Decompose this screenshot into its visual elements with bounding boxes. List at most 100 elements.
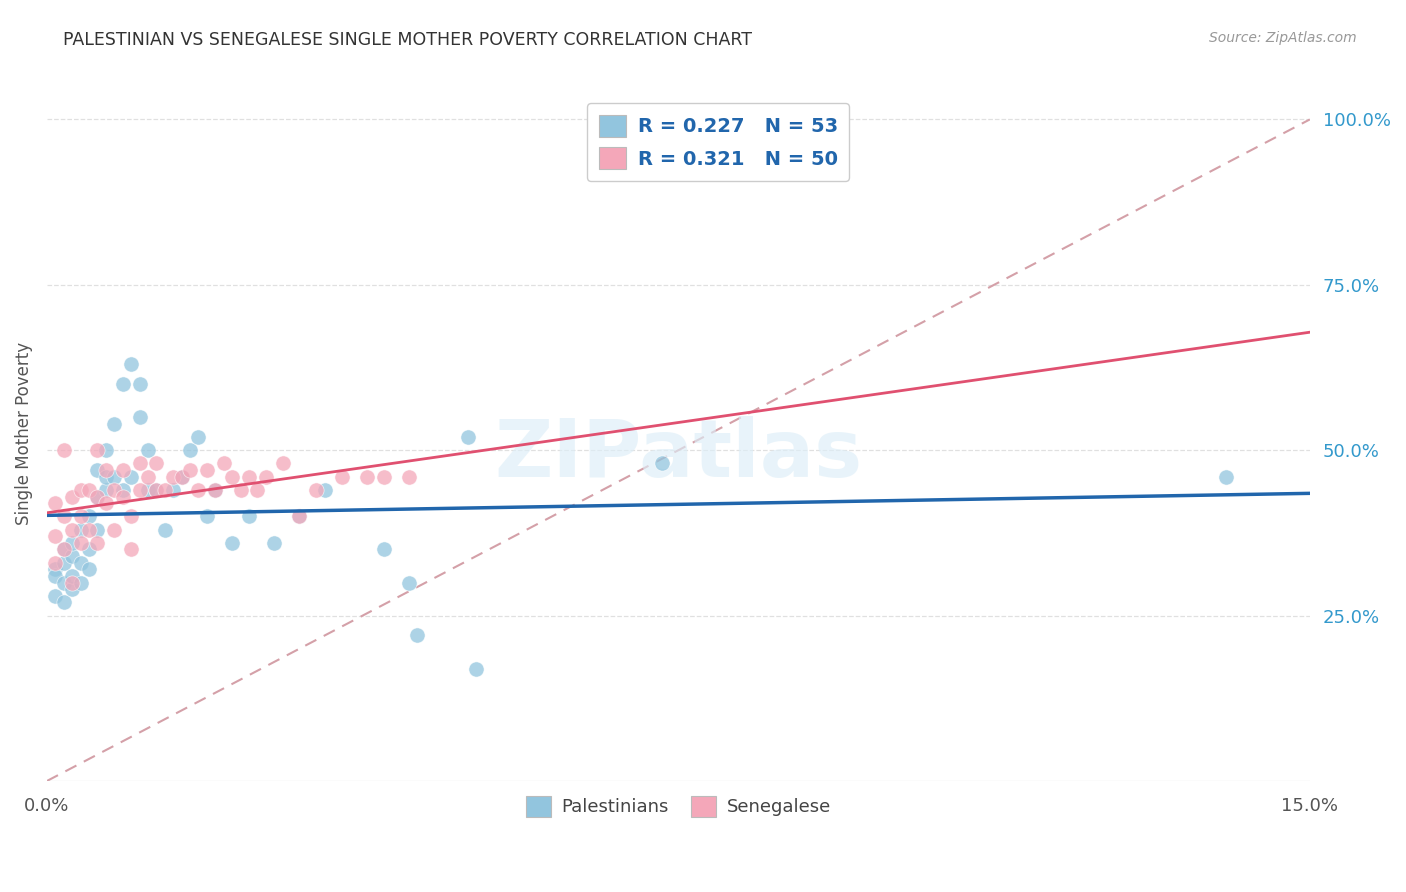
Point [111,483,134,497]
Point [60,582,83,596]
Point [136,443,159,458]
Point [406,628,429,642]
Point [153,483,176,497]
Point [86,490,108,504]
Point [170,469,193,483]
Point [288,509,311,524]
Point [1215,469,1237,483]
Point [398,575,420,590]
Point [44,562,66,576]
Point [69,509,91,524]
Point [77,523,100,537]
Point [86,523,108,537]
Point [69,483,91,497]
Point [136,469,159,483]
Point [162,483,184,497]
Legend: Palestinians, Senegalese: Palestinians, Senegalese [519,789,838,824]
Text: Source: ZipAtlas.com: Source: ZipAtlas.com [1209,31,1357,45]
Point [60,569,83,583]
Point [288,509,311,524]
Point [69,536,91,550]
Point [373,469,395,483]
Point [44,569,66,583]
Point [86,463,108,477]
Point [145,483,167,497]
Point [44,529,66,543]
Point [111,377,134,392]
Point [120,469,142,483]
Point [103,483,125,497]
Point [94,483,117,497]
Point [356,469,378,483]
Point [60,490,83,504]
Point [120,542,142,557]
Point [94,443,117,458]
Point [94,463,117,477]
Point [52,556,75,570]
Point [465,661,488,675]
Point [77,483,100,497]
Point [52,509,75,524]
Point [52,542,75,557]
Point [103,417,125,431]
Point [44,589,66,603]
Point [60,549,83,563]
Point [212,457,235,471]
Point [314,483,336,497]
Point [457,430,479,444]
Point [229,483,252,497]
Point [179,463,201,477]
Point [77,562,100,576]
Point [103,469,125,483]
Point [128,377,150,392]
Point [238,469,260,483]
Point [246,483,269,497]
Point [120,357,142,371]
Point [238,509,260,524]
Point [162,469,184,483]
Point [195,509,218,524]
Point [52,575,75,590]
Point [271,457,294,471]
Point [44,556,66,570]
Point [204,483,226,497]
Point [221,469,243,483]
Point [86,490,108,504]
Text: ZIPatlas: ZIPatlas [495,416,862,493]
Point [120,509,142,524]
Point [69,523,91,537]
Point [330,469,353,483]
Point [128,457,150,471]
Point [52,542,75,557]
Point [60,523,83,537]
Point [170,469,193,483]
Point [187,483,209,497]
Point [86,443,108,458]
Point [69,575,91,590]
Point [60,575,83,590]
Point [145,457,167,471]
Point [60,536,83,550]
Point [221,536,243,550]
Point [145,483,167,497]
Point [77,542,100,557]
Point [305,483,328,497]
Point [128,410,150,425]
Point [204,483,226,497]
Point [136,483,159,497]
Point [650,457,672,471]
Point [398,469,420,483]
Y-axis label: Single Mother Poverty: Single Mother Poverty [15,343,32,525]
Point [195,463,218,477]
Point [111,490,134,504]
Point [94,496,117,510]
Text: PALESTINIAN VS SENEGALESE SINGLE MOTHER POVERTY CORRELATION CHART: PALESTINIAN VS SENEGALESE SINGLE MOTHER … [63,31,752,49]
Point [44,496,66,510]
Point [52,443,75,458]
Point [111,463,134,477]
Point [103,523,125,537]
Point [86,536,108,550]
Point [254,469,277,483]
Point [187,430,209,444]
Point [94,469,117,483]
